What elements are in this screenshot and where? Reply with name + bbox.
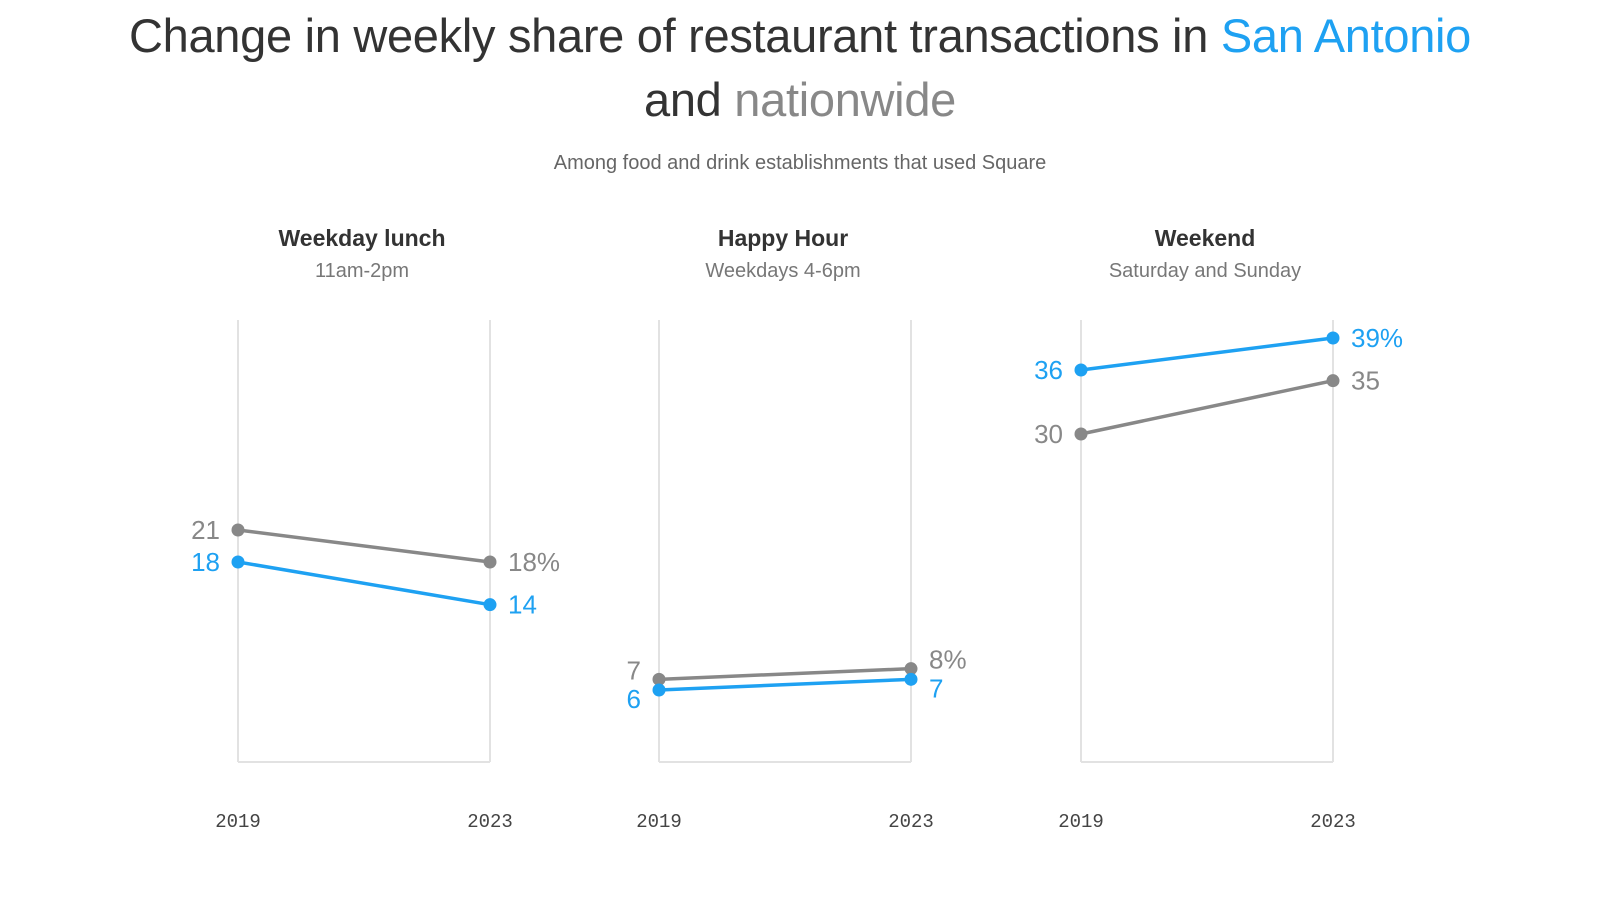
point-san-antonio-2023 <box>1326 331 1340 345</box>
value-label-san-antonio-2023: 7 <box>929 673 943 703</box>
series-line-san-antonio <box>1080 336 1334 372</box>
value-label-san-antonio-2019: 18 <box>191 547 220 577</box>
title-san-antonio: San Antonio <box>1220 9 1472 62</box>
panel-weekend: Weekend Saturday and Sunday 2019 2023 30 35 36… <box>1034 225 1403 833</box>
value-label-san-antonio-2019: 36 <box>1034 355 1063 385</box>
title-nationwide: nationwide <box>734 73 957 126</box>
series-line-nationwide <box>1080 378 1334 436</box>
chart-subtitle: Among food and drink establishments that… <box>553 152 1047 174</box>
x-tick-label: 2019 <box>636 811 682 833</box>
x-tick-label: 2019 <box>1058 811 1104 833</box>
point-san-antonio-2019 <box>652 683 666 697</box>
value-label-san-antonio-2023: 14 <box>508 590 537 620</box>
title-prefix: Change in weekly share of restaurant tra… <box>128 9 1221 62</box>
panel-title: Weekday lunch <box>278 225 445 251</box>
point-nationwide-2023 <box>1326 374 1340 388</box>
value-label-nationwide-2019: 30 <box>1034 419 1063 449</box>
point-san-antonio-2019 <box>1074 363 1088 377</box>
value-label-nationwide-2019: 7 <box>627 655 641 685</box>
point-nationwide-2019 <box>652 672 666 686</box>
point-nationwide-2019 <box>1074 427 1088 441</box>
panel-subtitle: Saturday and Sunday <box>1109 260 1301 282</box>
x-tick-label: 2023 <box>467 811 513 833</box>
x-tick-label: 2023 <box>1310 811 1356 833</box>
value-label-san-antonio-2023: 39% <box>1351 323 1403 353</box>
series-line-san-antonio <box>658 677 912 692</box>
point-san-antonio-2023 <box>904 672 918 686</box>
point-nationwide-2019 <box>231 523 245 537</box>
title-and: and <box>643 73 722 126</box>
panel-title: Happy Hour <box>718 225 848 251</box>
value-label-san-antonio-2019: 6 <box>627 684 641 714</box>
series-line-nationwide <box>658 666 912 682</box>
series-line-san-antonio <box>237 560 491 607</box>
value-label-nationwide-2019: 21 <box>191 515 220 545</box>
point-san-antonio-2023 <box>483 598 497 612</box>
point-san-antonio-2019 <box>231 555 245 569</box>
value-label-nationwide-2023: 8% <box>929 645 967 675</box>
value-label-nationwide-2023: 35 <box>1351 366 1380 396</box>
x-tick-label: 2023 <box>888 811 934 833</box>
panel-subtitle: 11am-2pm <box>315 260 409 282</box>
panel-title: Weekend <box>1155 225 1256 251</box>
panel-subtitle: Weekdays 4-6pm <box>705 260 860 282</box>
series-line-nationwide <box>237 528 491 564</box>
point-nationwide-2023 <box>483 555 497 569</box>
x-tick-label: 2019 <box>215 811 261 833</box>
chart-title: Change in weekly share of restaurant tra… <box>40 4 1560 132</box>
panel-weekday-lunch: Weekday lunch 11am-2pm 2019 2023 21 18% 18 14 <box>191 225 560 833</box>
value-label-nationwide-2023: 18% <box>508 547 560 577</box>
point-nationwide-2023 <box>904 662 918 676</box>
